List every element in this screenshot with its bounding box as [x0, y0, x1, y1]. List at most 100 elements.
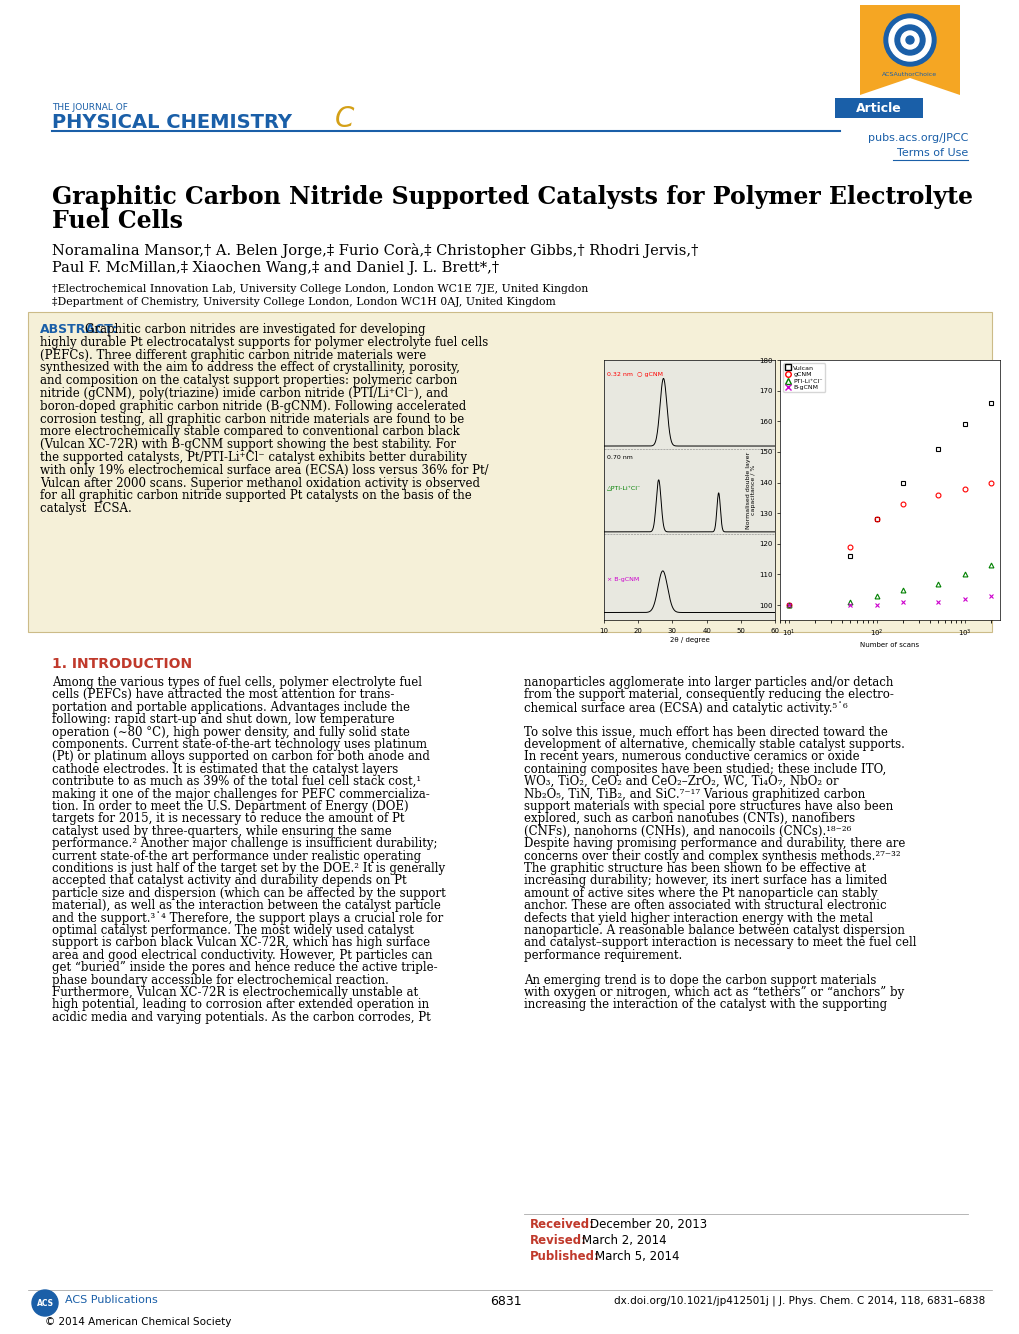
Text: chemical surface area (ECSA) and catalytic activity.⁵˙⁶: chemical surface area (ECSA) and catalyt…	[524, 700, 847, 715]
Text: Noramalina Mansor,† A. Belen Jorge,‡ Furio Corà,‡ Christopher Gibbs,† Rhodri Jer: Noramalina Mansor,† A. Belen Jorge,‡ Fur…	[52, 243, 698, 257]
Text: Furthermore, Vulcan XC-72R is electrochemically unstable at: Furthermore, Vulcan XC-72R is electroche…	[52, 986, 418, 999]
Text: C: C	[334, 105, 354, 133]
Text: support materials with special pore structures have also been: support materials with special pore stru…	[524, 800, 893, 812]
Text: March 2, 2014: March 2, 2014	[582, 1234, 666, 1247]
X-axis label: 2θ / degree: 2θ / degree	[669, 636, 708, 643]
Text: defects that yield higher interaction energy with the metal: defects that yield higher interaction en…	[524, 911, 872, 924]
Text: development of alternative, chemically stable catalyst supports.: development of alternative, chemically s…	[524, 738, 904, 751]
Text: optimal catalyst performance. The most widely used catalyst: optimal catalyst performance. The most w…	[52, 924, 414, 936]
Text: and composition on the catalyst support properties: polymeric carbon: and composition on the catalyst support …	[40, 375, 457, 387]
Text: targets for 2015, it is necessary to reduce the amount of Pt: targets for 2015, it is necessary to red…	[52, 812, 405, 826]
Text: the supported catalysts, Pt/PTI-Li⁺Cl⁻ catalyst exhibits better durability: the supported catalysts, Pt/PTI-Li⁺Cl⁻ c…	[40, 451, 467, 464]
Text: boron-doped graphitic carbon nitride (B-gCNM). Following accelerated: boron-doped graphitic carbon nitride (B-…	[40, 400, 466, 412]
Text: performance.² Another major challenge is insufficient durability;: performance.² Another major challenge is…	[52, 838, 437, 850]
Text: Terms of Use: Terms of Use	[896, 148, 967, 157]
Legend: Vulcan, gCNM, PTI-Li⁺Cl⁻, B-gCNM: Vulcan, gCNM, PTI-Li⁺Cl⁻, B-gCNM	[783, 363, 824, 392]
Text: March 5, 2014: March 5, 2014	[594, 1250, 679, 1263]
Text: PHYSICAL CHEMISTRY: PHYSICAL CHEMISTRY	[52, 113, 291, 132]
Circle shape	[32, 1290, 58, 1317]
Text: †Electrochemical Innovation Lab, University College London, London WC1E 7JE, Uni: †Electrochemical Innovation Lab, Univers…	[52, 284, 588, 293]
Text: Revised:: Revised:	[530, 1234, 586, 1247]
Text: from the support material, consequently reducing the electro-: from the support material, consequently …	[524, 688, 893, 702]
Text: and the support.³˙⁴ Therefore, the support plays a crucial role for: and the support.³˙⁴ Therefore, the suppo…	[52, 911, 443, 926]
FancyBboxPatch shape	[835, 97, 922, 117]
Text: nanoparticles agglomerate into larger particles and/or detach: nanoparticles agglomerate into larger pa…	[524, 676, 893, 688]
Text: anchor. These are often associated with structural electronic: anchor. These are often associated with …	[524, 899, 886, 912]
Text: and catalyst–support interaction is necessary to meet the fuel cell: and catalyst–support interaction is nece…	[524, 936, 916, 950]
Text: dx.doi.org/10.1021/jp412501j | J. Phys. Chem. C 2014, 118, 6831–6838: dx.doi.org/10.1021/jp412501j | J. Phys. …	[613, 1295, 984, 1306]
Text: THE JOURNAL OF: THE JOURNAL OF	[52, 103, 127, 112]
Text: Among the various types of fuel cells, polymer electrolyte fuel: Among the various types of fuel cells, p…	[52, 676, 422, 688]
Text: Received:: Received:	[530, 1218, 594, 1231]
Text: Despite having promising performance and durability, there are: Despite having promising performance and…	[524, 838, 905, 850]
Text: nitride (gCNM), poly(triazine) imide carbon nitride (PTI/Li⁺Cl⁻), and: nitride (gCNM), poly(triazine) imide car…	[40, 387, 447, 400]
Text: (Vulcan XC-72R) with B-gCNM support showing the best stability. For: (Vulcan XC-72R) with B-gCNM support show…	[40, 438, 455, 451]
Text: components. Current state-of-the-art technology uses platinum: components. Current state-of-the-art tec…	[52, 738, 427, 751]
Text: December 20, 2013: December 20, 2013	[589, 1218, 706, 1231]
Text: concerns over their costly and complex synthesis methods.²⁷⁻³²: concerns over their costly and complex s…	[524, 850, 900, 863]
Text: (PEFCs). Three different graphitic carbon nitride materials were: (PEFCs). Three different graphitic carbo…	[40, 348, 426, 362]
Text: Graphitic carbon nitrides are investigated for developing: Graphitic carbon nitrides are investigat…	[40, 323, 425, 336]
Text: © 2014 American Chemical Society: © 2014 American Chemical Society	[45, 1317, 231, 1327]
Text: nanoparticle. A reasonable balance between catalyst dispersion: nanoparticle. A reasonable balance betwe…	[524, 924, 904, 936]
Text: cathode electrodes. It is estimated that the catalyst layers: cathode electrodes. It is estimated that…	[52, 763, 397, 776]
Text: ABSTRACT:: ABSTRACT:	[40, 323, 118, 336]
Text: (CNFs), nanohorns (CNHs), and nanocoils (CNCs).¹⁸⁻²⁶: (CNFs), nanohorns (CNHs), and nanocoils …	[524, 824, 851, 838]
Text: contribute to as much as 39% of the total fuel cell stack cost,¹: contribute to as much as 39% of the tota…	[52, 775, 421, 788]
Text: 1. INTRODUCTION: 1. INTRODUCTION	[52, 658, 192, 671]
Text: increasing the interaction of the catalyst with the supporting: increasing the interaction of the cataly…	[524, 998, 887, 1011]
Text: making it one of the major challenges for PEFC commercializa-: making it one of the major challenges fo…	[52, 787, 429, 800]
Text: Article: Article	[855, 101, 901, 115]
Circle shape	[889, 19, 930, 61]
Text: phase boundary accessible for electrochemical reaction.: phase boundary accessible for electroche…	[52, 974, 388, 987]
Text: ACS: ACS	[37, 1298, 53, 1307]
Text: conditions is just half of the target set by the DOE.² It is generally: conditions is just half of the target se…	[52, 862, 444, 875]
Text: increasing durability; however, its inert surface has a limited: increasing durability; however, its iner…	[524, 874, 887, 887]
Circle shape	[894, 25, 924, 55]
Text: In recent years, numerous conductive ceramics or oxide: In recent years, numerous conductive cer…	[524, 751, 859, 763]
Text: high potential, leading to corrosion after extended operation in: high potential, leading to corrosion aft…	[52, 998, 429, 1011]
Text: operation (∼80 °C), high power density, and fully solid state: operation (∼80 °C), high power density, …	[52, 726, 410, 739]
Text: 0.32 nm  ○ gCNM: 0.32 nm ○ gCNM	[606, 372, 662, 376]
Text: catalyst  ECSA.: catalyst ECSA.	[40, 502, 131, 515]
Text: To solve this issue, much effort has been directed toward the: To solve this issue, much effort has bee…	[524, 726, 887, 739]
Y-axis label: Normalised double layer
capacitance / %: Normalised double layer capacitance / %	[745, 452, 756, 528]
Text: amount of active sites where the Pt nanoparticle can stably: amount of active sites where the Pt nano…	[524, 887, 876, 900]
Text: particle size and dispersion (which can be affected by the support: particle size and dispersion (which can …	[52, 887, 445, 900]
Text: Paul F. McMillan,‡ Xiaochen Wang,‡ and Daniel J. L. Brett*,†: Paul F. McMillan,‡ Xiaochen Wang,‡ and D…	[52, 261, 498, 275]
Text: Nb₂O₅, TiN, TiB₂, and SiC.⁷⁻¹⁷ Various graphitized carbon: Nb₂O₅, TiN, TiB₂, and SiC.⁷⁻¹⁷ Various g…	[524, 787, 864, 800]
Text: The graphitic structure has been shown to be effective at: The graphitic structure has been shown t…	[524, 862, 865, 875]
Circle shape	[883, 13, 935, 65]
Text: acidic media and varying potentials. As the carbon corrodes, Pt: acidic media and varying potentials. As …	[52, 1011, 430, 1023]
Text: An emerging trend is to dope the carbon support materials: An emerging trend is to dope the carbon …	[524, 974, 875, 987]
Text: highly durable Pt electrocatalyst supports for polymer electrolyte fuel cells: highly durable Pt electrocatalyst suppor…	[40, 336, 488, 348]
Circle shape	[905, 36, 913, 44]
Text: explored, such as carbon nanotubes (CNTs), nanofibers: explored, such as carbon nanotubes (CNTs…	[524, 812, 854, 826]
Text: with only 19% electrochemical surface area (ECSA) loss versus 36% for Pt/: with only 19% electrochemical surface ar…	[40, 464, 488, 476]
X-axis label: Number of scans: Number of scans	[860, 642, 918, 648]
Text: Published:: Published:	[530, 1250, 599, 1263]
Text: Graphitic Carbon Nitride Supported Catalysts for Polymer Electrolyte: Graphitic Carbon Nitride Supported Catal…	[52, 185, 972, 209]
Text: for all graphitic carbon nitride supported Pt catalysts on the basis of the: for all graphitic carbon nitride support…	[40, 490, 472, 503]
Text: following: rapid start-up and shut down, low temperature: following: rapid start-up and shut down,…	[52, 714, 394, 726]
Text: ‡Department of Chemistry, University College London, London WC1H 0AJ, United Kin: ‡Department of Chemistry, University Col…	[52, 297, 555, 307]
Text: × B-gCNM: × B-gCNM	[606, 578, 639, 582]
Text: corrosion testing, all graphitic carbon nitride materials are found to be: corrosion testing, all graphitic carbon …	[40, 412, 464, 426]
Text: △PTI-Li⁺Cl⁻: △PTI-Li⁺Cl⁻	[606, 486, 641, 491]
Text: ACSAuthorChoice: ACSAuthorChoice	[881, 72, 936, 77]
Text: containing composites have been studied; these include ITO,: containing composites have been studied;…	[524, 763, 886, 776]
Text: Vulcan after 2000 scans. Superior methanol oxidation activity is observed: Vulcan after 2000 scans. Superior methan…	[40, 476, 480, 490]
Text: 6831: 6831	[490, 1295, 522, 1309]
Text: catalyst used by three-quarters, while ensuring the same: catalyst used by three-quarters, while e…	[52, 824, 391, 838]
Text: current state-of-the art performance under realistic operating: current state-of-the art performance und…	[52, 850, 421, 863]
Text: pubs.acs.org/JPCC: pubs.acs.org/JPCC	[867, 133, 967, 143]
Text: performance requirement.: performance requirement.	[524, 948, 682, 962]
Text: ACS Publications: ACS Publications	[65, 1295, 158, 1305]
Text: material), as well as the interaction between the catalyst particle: material), as well as the interaction be…	[52, 899, 440, 912]
Circle shape	[900, 31, 918, 49]
Text: get “buried” inside the pores and hence reduce the active triple-: get “buried” inside the pores and hence …	[52, 962, 437, 974]
Text: (Pt) or platinum alloys supported on carbon for both anode and: (Pt) or platinum alloys supported on car…	[52, 751, 429, 763]
Text: support is carbon black Vulcan XC-72R, which has high surface: support is carbon black Vulcan XC-72R, w…	[52, 936, 430, 950]
Text: area and good electrical conductivity. However, Pt particles can: area and good electrical conductivity. H…	[52, 948, 432, 962]
Text: WO₃, TiO₂, CeO₂ and CeO₂–ZrO₂, WC, Ti₄O₇, NbO₂ or: WO₃, TiO₂, CeO₂ and CeO₂–ZrO₂, WC, Ti₄O₇…	[524, 775, 838, 788]
